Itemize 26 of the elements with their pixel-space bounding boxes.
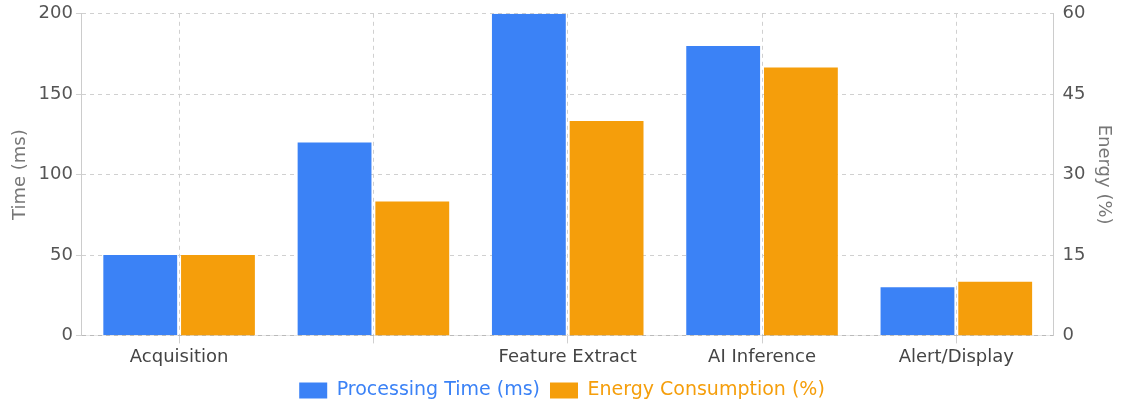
x-tick-label: Feature Extract: [498, 344, 637, 366]
y2-axis-title: Energy (%): [1094, 124, 1116, 225]
bar: [958, 281, 1033, 336]
y-tick-label: 200: [38, 1, 73, 23]
y-tick-label: 150: [38, 81, 73, 103]
x-tick-label: Alert/Display: [898, 344, 1015, 366]
y2-tick-label: 30: [1062, 162, 1086, 184]
bar: [375, 201, 450, 336]
y-tick-label: 50: [50, 242, 73, 264]
bar: [569, 121, 644, 336]
legend-label: Processing Time (ms): [336, 377, 540, 400]
y2-tick-label: 60: [1062, 1, 1086, 23]
y2-tick-label: 0: [1062, 323, 1074, 345]
y-tick-label: 0: [61, 323, 73, 345]
bar: [181, 255, 255, 336]
x-tick-label: Acquisition: [129, 344, 229, 366]
legend-label: Energy Consumption (%): [587, 377, 825, 400]
bar: [880, 287, 955, 335]
bar: [103, 255, 178, 335]
y2-tick-label: 45: [1062, 81, 1086, 103]
bar: [297, 142, 372, 335]
y-tick-label: 100: [38, 162, 73, 184]
y-axis-title: Time (ms): [8, 129, 30, 221]
bar: [491, 13, 566, 335]
y2-tick-label: 15: [1062, 242, 1086, 264]
x-tick-label: AI Inference: [708, 344, 816, 366]
